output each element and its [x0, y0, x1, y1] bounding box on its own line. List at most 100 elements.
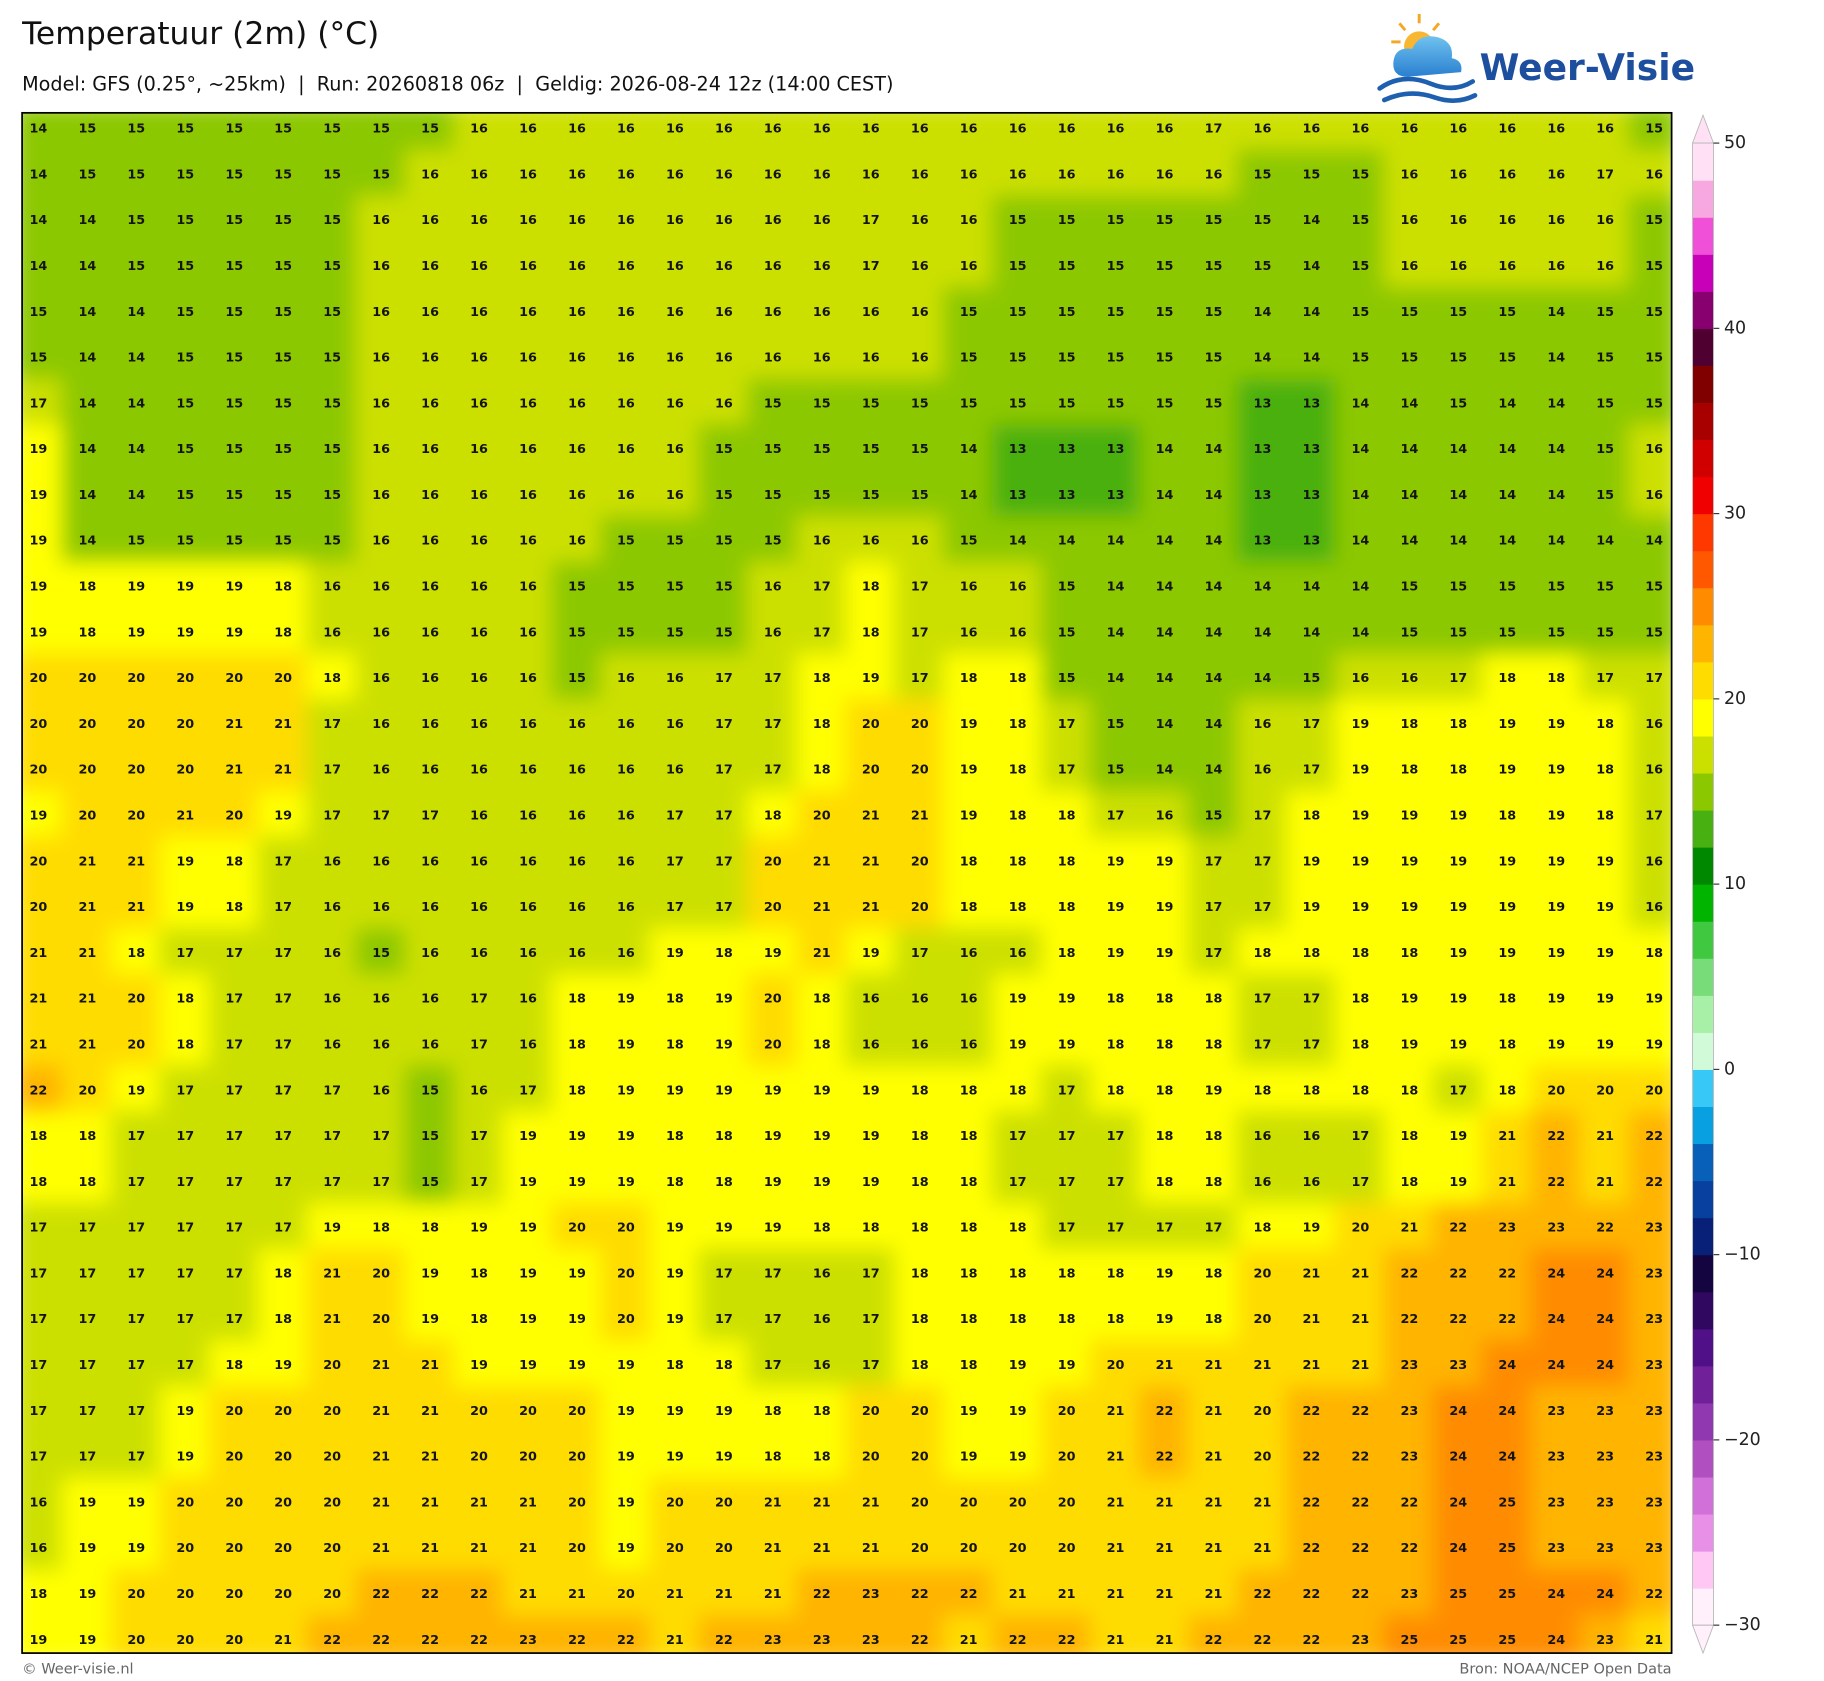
- cell-value: 14: [1156, 717, 1174, 732]
- cell-value: 16: [1058, 167, 1076, 182]
- cell-value: 14: [1205, 580, 1223, 595]
- field-cell: [1187, 790, 1240, 839]
- field-cell: [796, 1615, 848, 1654]
- cell-value: 23: [1547, 1221, 1565, 1236]
- cell-value: 18: [1596, 809, 1614, 824]
- value-grid: 14 15 15 15 15 15 15 15 15 16 16 16 16 16 16 16 16 16 16 16…: [29, 122, 1663, 1648]
- cell-value: 20: [911, 900, 929, 915]
- temperature-field: [22, 112, 1672, 1654]
- field-cell: [747, 1477, 799, 1526]
- cell-value: 21: [1254, 1358, 1272, 1373]
- cell-value: 22: [323, 1633, 341, 1648]
- field-cell: [894, 1340, 946, 1389]
- cell-value: 14: [1205, 625, 1223, 640]
- cell-value: 22: [421, 1633, 439, 1648]
- field-cell: [796, 561, 848, 610]
- cell-value: 15: [225, 534, 243, 549]
- field-cell: [1089, 973, 1142, 1023]
- field-cell: [61, 653, 113, 702]
- cell-value: 15: [813, 488, 831, 503]
- cell-value: 21: [470, 1541, 488, 1556]
- cell-value: 21: [519, 1587, 537, 1602]
- cell-value: 19: [1400, 900, 1418, 915]
- field-cell: [1236, 1523, 1289, 1572]
- cell-value: 15: [1303, 167, 1321, 182]
- field-cell: [306, 516, 358, 565]
- field-cell: [1187, 836, 1240, 885]
- field-cell: [257, 241, 309, 290]
- cell-value: 17: [274, 1037, 292, 1052]
- cell-value: 22: [1400, 1541, 1418, 1556]
- cell-value: 15: [1449, 580, 1467, 595]
- cell-value: 14: [1156, 763, 1174, 778]
- field-cell: [1040, 1340, 1093, 1389]
- cell-value: 17: [666, 809, 684, 824]
- cell-value: 19: [813, 1175, 831, 1190]
- field-cell: [453, 1477, 505, 1526]
- field-cell: [992, 1340, 1044, 1389]
- field-cell: [600, 1019, 652, 1068]
- cell-value: 16: [764, 351, 782, 366]
- field-cell: [845, 1294, 897, 1343]
- cell-value: 20: [1547, 1083, 1565, 1098]
- cell-value: 15: [127, 167, 145, 182]
- field-cell: [1579, 1615, 1631, 1654]
- field-cell: [796, 112, 848, 153]
- field-cell: [502, 149, 554, 198]
- cell-value: 25: [1498, 1495, 1516, 1510]
- cell-value: 18: [666, 1175, 684, 1190]
- field-cell: [992, 149, 1044, 198]
- cell-value: 21: [1254, 1541, 1272, 1556]
- cell-value: 15: [225, 259, 243, 274]
- field-cell: [1285, 882, 1338, 931]
- cell-value: 16: [1254, 1175, 1272, 1190]
- field-cell: [159, 1294, 211, 1343]
- cell-value: 23: [1645, 1495, 1663, 1510]
- field-cell: [1383, 332, 1435, 381]
- field-cell: [1481, 1340, 1533, 1389]
- field-cell: [796, 1340, 848, 1389]
- field-cell: [159, 1019, 211, 1068]
- cell-value: 24: [1547, 1633, 1565, 1648]
- cell-value: 23: [1645, 1404, 1663, 1419]
- cell-value: 16: [372, 580, 390, 595]
- field-cell: [208, 561, 260, 610]
- field-cell: [943, 882, 995, 931]
- cell-value: 21: [666, 1633, 684, 1648]
- field-cell: [1187, 928, 1240, 977]
- cell-value: 20: [568, 1404, 586, 1419]
- field-cell: [1040, 836, 1093, 885]
- field-cell: [1579, 1019, 1631, 1068]
- field-cell: [1481, 424, 1533, 473]
- field-cell: [698, 1340, 750, 1389]
- cell-value: 17: [274, 992, 292, 1007]
- field-cell: [698, 1065, 750, 1114]
- field-cell: [1236, 1340, 1289, 1389]
- cell-value: 16: [1645, 854, 1663, 869]
- logo: Weer-Visie: [1377, 13, 1695, 103]
- cell-value: 19: [1498, 900, 1516, 915]
- field-cell: [551, 1569, 603, 1618]
- field-cell: [1383, 882, 1435, 931]
- field-cell: [306, 973, 358, 1023]
- cell-value: 17: [1596, 167, 1614, 182]
- cell-value: 17: [666, 900, 684, 915]
- cell-value: 22: [1498, 1312, 1516, 1327]
- cell-value: 19: [1058, 992, 1076, 1007]
- footer-source: Bron: NOAA/NCEP Open Data: [1459, 1661, 1671, 1677]
- field-cell: [61, 1202, 113, 1252]
- cell-value: 18: [1009, 1083, 1027, 1098]
- field-cell: [22, 882, 65, 931]
- cell-value: 16: [617, 900, 635, 915]
- field-cell: [698, 332, 750, 381]
- cell-value: 16: [960, 167, 978, 182]
- cell-value: 22: [1351, 1587, 1369, 1602]
- field-cell: [61, 1386, 113, 1435]
- cell-value: 18: [911, 1312, 929, 1327]
- cell-value: 15: [1009, 305, 1027, 320]
- field-cell: [894, 607, 946, 656]
- cell-value: 19: [715, 1037, 733, 1052]
- field-cell: [698, 1431, 750, 1481]
- field-cell: [159, 1615, 211, 1654]
- field-cell: [943, 1019, 995, 1068]
